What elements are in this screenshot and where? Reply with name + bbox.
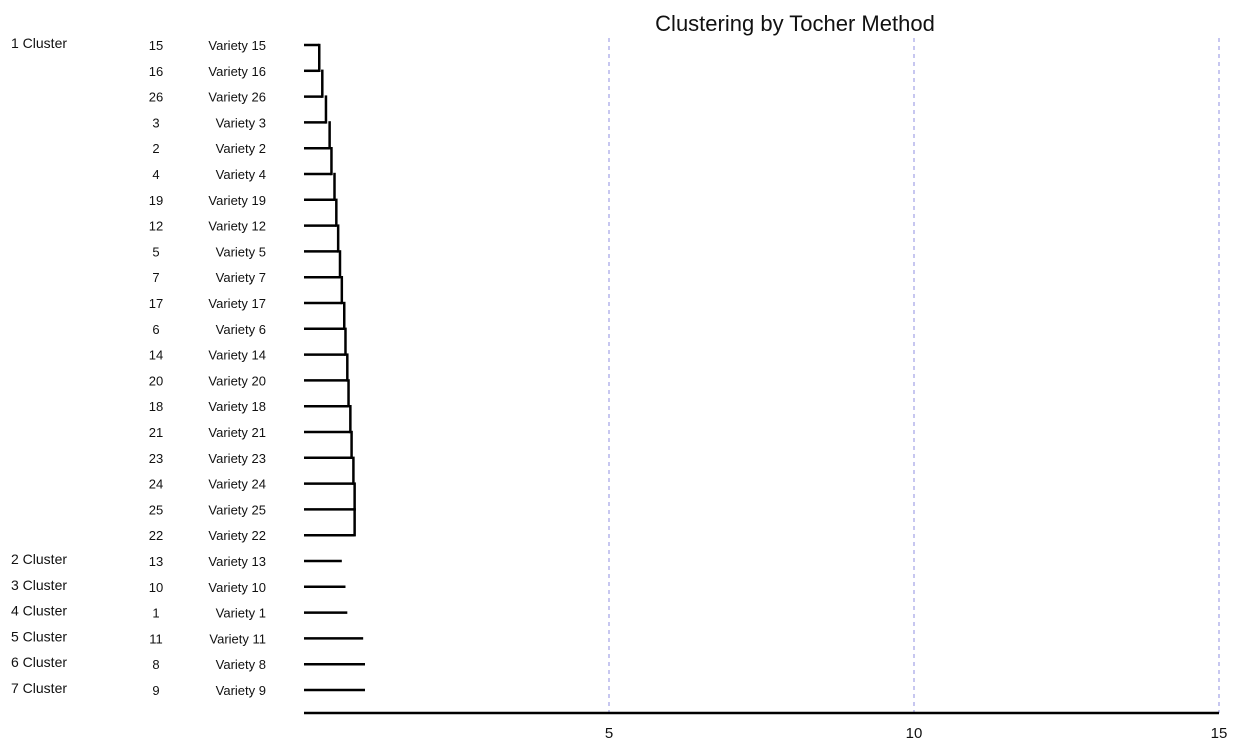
x-tick-label: 15: [1211, 725, 1228, 740]
variety-name: Variety 19: [208, 193, 266, 208]
cluster-label: 7 Cluster: [11, 680, 67, 696]
grid-lines: [608, 38, 1220, 713]
variety-name: Variety 1: [216, 606, 266, 621]
chart-title: Clustering by Tocher Method: [655, 11, 935, 36]
variety-number: 1: [152, 606, 159, 621]
variety-name: Variety 5: [216, 244, 266, 259]
cluster-label: 5 Cluster: [11, 628, 67, 644]
variety-number: 7: [152, 270, 159, 285]
variety-name: Variety 16: [208, 64, 266, 79]
variety-number: 10: [149, 580, 163, 595]
variety-name: Variety 11: [209, 631, 266, 646]
cluster-label: 1 Cluster: [11, 35, 67, 51]
variety-number: 6: [152, 322, 159, 337]
dendrogram-branches: [304, 43, 365, 692]
variety-name: Variety 3: [216, 115, 266, 130]
variety-name: Variety 2: [216, 141, 266, 156]
variety-name: Variety 24: [208, 477, 266, 492]
variety-number: 15: [149, 38, 163, 53]
variety-name: Variety 23: [208, 451, 266, 466]
variety-number: 14: [149, 348, 163, 363]
variety-number: 16: [149, 64, 163, 79]
variety-name: Variety 25: [208, 502, 266, 517]
x-tick-label: 5: [605, 725, 613, 740]
variety-number: 20: [149, 373, 163, 388]
variety-number: 5: [152, 244, 159, 259]
variety-name: Variety 6: [216, 322, 266, 337]
variety-number: 25: [149, 502, 163, 517]
variety-number: 26: [149, 90, 163, 105]
variety-name: Variety 26: [208, 90, 266, 105]
variety-number: 12: [149, 219, 163, 234]
variety-number: 19: [149, 193, 163, 208]
variety-number: 4: [152, 167, 159, 182]
x-tick-label: 10: [906, 725, 923, 740]
cluster-label: 4 Cluster: [11, 603, 67, 619]
variety-name: Variety 9: [216, 683, 266, 698]
variety-name: Variety 14: [208, 348, 266, 363]
variety-name: Variety 10: [208, 580, 266, 595]
variety-name: Variety 20: [208, 373, 266, 388]
variety-number: 3: [152, 115, 159, 130]
variety-name: Variety 22: [208, 528, 266, 543]
variety-name: Variety 8: [216, 657, 266, 672]
variety-number: 23: [149, 451, 163, 466]
variety-number: 8: [152, 657, 159, 672]
variety-number: 18: [149, 399, 163, 414]
variety-number: 21: [149, 425, 163, 440]
variety-name: Variety 13: [208, 554, 266, 569]
cluster-label: 3 Cluster: [11, 577, 67, 593]
variety-number: 9: [152, 683, 159, 698]
variety-name: Variety 17: [208, 296, 266, 311]
variety-number: 22: [149, 528, 163, 543]
variety-number: 24: [149, 477, 163, 492]
variety-number: 17: [149, 296, 163, 311]
variety-number: 2: [152, 141, 159, 156]
variety-name: Variety 4: [216, 167, 266, 182]
cluster-label: 6 Cluster: [11, 654, 67, 670]
variety-name: Variety 15: [208, 38, 266, 53]
variety-name: Variety 7: [216, 270, 266, 285]
cluster-label: 2 Cluster: [11, 551, 67, 567]
variety-number: 13: [149, 554, 163, 569]
variety-name: Variety 21: [208, 425, 266, 440]
x-axis: 5 10 15: [304, 711, 1228, 740]
variety-name: Variety 18: [208, 399, 266, 414]
variety-name: Variety 12: [208, 219, 266, 234]
variety-number: 11: [149, 631, 163, 646]
